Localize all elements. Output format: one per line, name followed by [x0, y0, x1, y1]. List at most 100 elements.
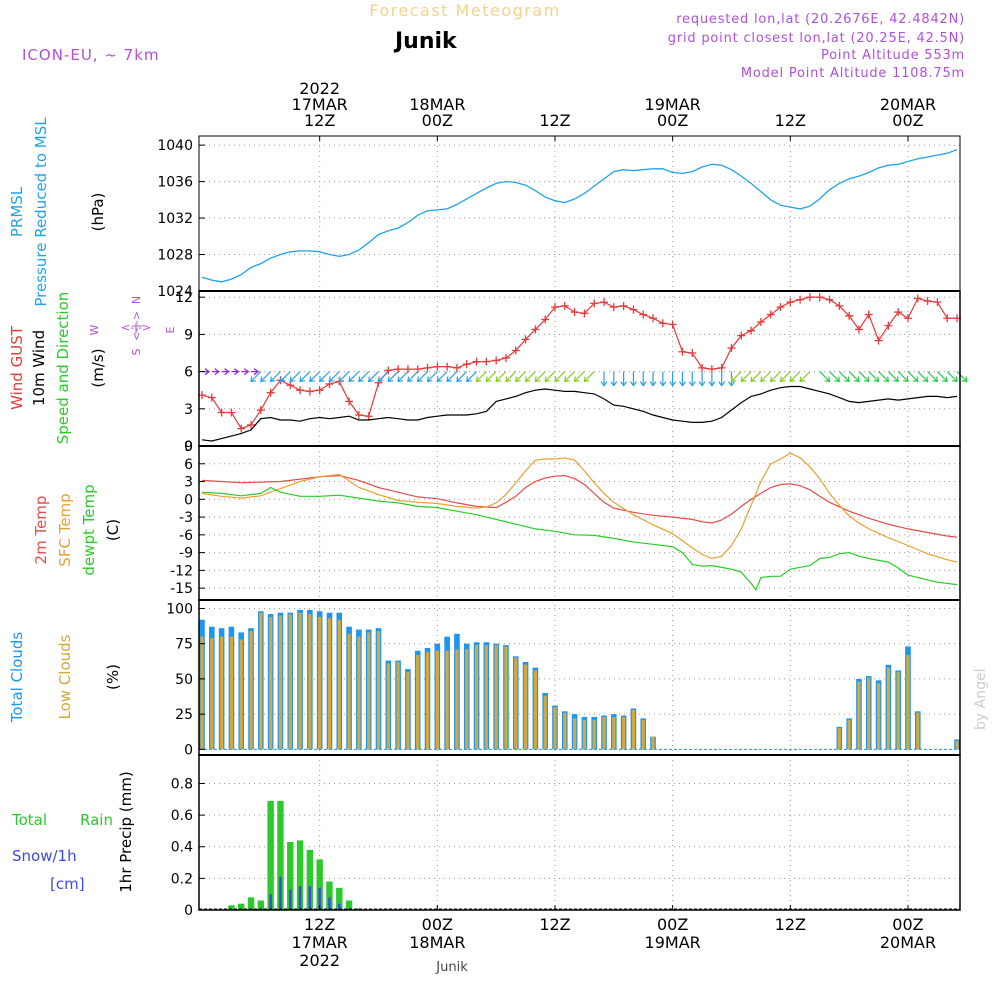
- clouds-unit: (%): [104, 664, 122, 690]
- low-clouds-bar: [504, 646, 508, 750]
- compass-n: N: [130, 296, 143, 304]
- y-tick-label: 1024: [157, 284, 193, 300]
- wind-vector: [848, 371, 860, 382]
- wind-vector-head: [932, 376, 939, 383]
- y-tick-label: 1028: [157, 248, 193, 264]
- model-altitude: Model Point Altitude 1108.75m: [741, 66, 965, 81]
- rain-label-1: Total: [11, 811, 47, 829]
- snow-bar: [318, 887, 321, 910]
- low-clouds-bar: [200, 636, 204, 750]
- wind-vector-head: [573, 376, 580, 383]
- compass-w: W: [88, 324, 101, 335]
- low-clouds-bar: [553, 707, 557, 750]
- low-clouds-bar: [867, 677, 871, 750]
- rain-bar: [306, 849, 314, 910]
- wind-vector-head: [446, 376, 453, 383]
- gust-marker: [452, 363, 461, 372]
- snow-bar: [308, 886, 312, 910]
- wind-vector-head: [728, 381, 735, 387]
- wind-vector: [348, 371, 360, 382]
- wind-vector-head: [515, 376, 521, 383]
- snow-bar: [338, 903, 341, 910]
- low-clouds-bar: [906, 654, 910, 750]
- low-clouds-bar: [602, 716, 606, 750]
- wind-vector: [446, 371, 458, 382]
- wind-vector-head: [863, 376, 870, 383]
- compass-e: E: [164, 326, 177, 333]
- wind-vector: [868, 371, 879, 382]
- top-time-label: 12Z: [304, 111, 335, 130]
- wind-vector-head: [779, 376, 786, 383]
- gust-marker: [943, 314, 952, 323]
- dewpt-line: [201, 486, 958, 592]
- wind-vector-head: [902, 376, 909, 383]
- gust-marker: [266, 388, 275, 397]
- low-clouds-bar: [876, 683, 881, 750]
- wind-vector: [583, 371, 595, 382]
- rain-bar: [257, 900, 265, 910]
- low-clouds-bar: [435, 650, 439, 750]
- bottom-time-label: 17MAR: [292, 933, 348, 952]
- wind-vector: [515, 371, 526, 382]
- wind-vector: [878, 371, 889, 382]
- top-time-label: 12Z: [539, 111, 570, 130]
- y-tick-label: 3: [184, 475, 193, 491]
- wind-vector: [456, 371, 468, 382]
- low-clouds-bar: [288, 614, 292, 750]
- low-clouds-bar: [406, 671, 410, 750]
- low-clouds-bar: [494, 645, 498, 750]
- y-tick-label: 3: [184, 402, 193, 418]
- low-clouds-bar: [847, 719, 851, 750]
- panel-frame: [198, 135, 961, 292]
- wind-vector-head: [564, 376, 570, 383]
- wind-vector-head: [649, 381, 657, 387]
- gust-marker: [629, 305, 638, 314]
- low-clouds-bar: [367, 632, 371, 750]
- gust-marker: [570, 308, 579, 317]
- wind-vector: [574, 371, 585, 382]
- gust-marker: [688, 349, 697, 357]
- y-tick-label: 25: [175, 707, 193, 723]
- precip-unit: 1hr Precip (mm): [117, 771, 135, 892]
- gust-marker: [217, 408, 226, 417]
- gust-marker: [864, 310, 873, 319]
- wind-vector-head: [456, 376, 462, 383]
- wind-vector: [525, 371, 536, 382]
- top-time-label: 19MAR: [645, 95, 701, 114]
- gust-marker: [501, 353, 510, 362]
- low-clouds-bar: [886, 667, 890, 750]
- wind-vector-head: [299, 376, 306, 383]
- gust-marker: [737, 331, 746, 340]
- wind-vector: [319, 371, 330, 382]
- gust-marker: [805, 293, 814, 302]
- wind-vector-head: [760, 376, 766, 383]
- gust-marker: [756, 318, 765, 326]
- wind-vector-head: [853, 376, 860, 383]
- gust-marker: [698, 363, 707, 372]
- y-tick-label: 0: [184, 439, 193, 455]
- low-clouds-bar: [465, 649, 469, 750]
- wind-vector-head: [269, 376, 276, 383]
- low-clouds-bar: [425, 652, 430, 750]
- wind-vector-head: [309, 376, 315, 383]
- gust-marker: [521, 335, 530, 344]
- low-clouds-bar: [318, 616, 322, 750]
- pressure-unit: (hPa): [89, 193, 107, 232]
- wind-vector-head: [224, 368, 230, 376]
- wind-vector-head: [358, 376, 364, 383]
- wind-vector: [956, 371, 968, 382]
- rain-bar: [336, 887, 343, 910]
- model-name: ICON-EU, ~ 7km: [22, 46, 160, 64]
- gust-marker: [531, 325, 540, 334]
- low-clouds-bar: [210, 638, 214, 750]
- top-time-label: 2022: [299, 79, 340, 98]
- wind-vector-head: [730, 376, 737, 383]
- low-clouds-bar: [455, 649, 459, 750]
- wind-vector-head: [348, 376, 355, 383]
- tsfc-label: SFC Temp: [56, 493, 74, 566]
- low-clouds-bar: [572, 718, 577, 750]
- y-tick-label: 1036: [157, 175, 193, 191]
- low-clouds-bar: [239, 639, 243, 750]
- wind-vector: [309, 371, 321, 382]
- y-tick-label: 0: [184, 742, 193, 758]
